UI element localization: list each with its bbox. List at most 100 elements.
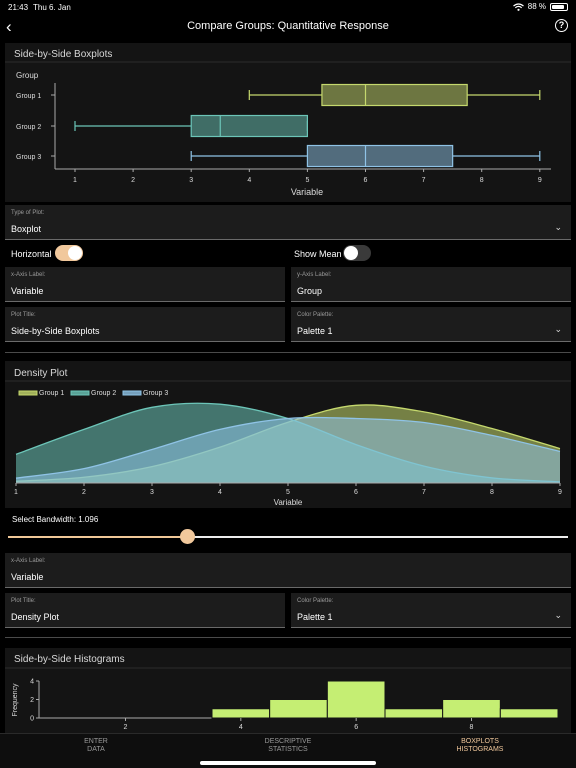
density-x-tick-label: 5 — [286, 489, 290, 496]
chevron-down-icon: ⌄ — [554, 222, 562, 232]
box-color-palette-caption: Color Palette: — [297, 312, 334, 318]
boxplot-x-tick-label: 8 — [480, 177, 484, 184]
density-legend-swatch — [122, 390, 142, 396]
home-indicator — [200, 761, 376, 765]
density-chart: Variable Group 1 Group 2 Group 3 1 2 3 4 5 6 7 8 9 — [5, 380, 571, 507]
box-x-axis-label-caption: x-Axis Label: — [11, 272, 46, 278]
boxplot-x-tick-label: 9 — [538, 177, 542, 184]
density-plot-title-value: Density Plot — [11, 612, 60, 622]
density-line — [15, 416, 561, 479]
box-y-axis-label-field[interactable]: y-Axis Label: Group — [291, 267, 571, 302]
histogram-x-tick-label: 4 — [239, 724, 243, 731]
boxplot-x-tick-label: 4 — [247, 177, 251, 184]
box-plot-title-value: Side-by-Side Boxplots — [11, 326, 100, 336]
tab-boxplots-histograms-line2: HISTOGRAMS — [456, 746, 504, 753]
density-legend-label: Group 1 — [39, 390, 64, 397]
box-plot-title-field[interactable]: Plot Title: Side-by-Side Boxplots — [5, 307, 285, 342]
back-chevron-icon[interactable]: ‹ — [6, 17, 12, 36]
histogram-bar — [326, 680, 386, 719]
battery-percent: 88 % — [527, 2, 546, 11]
tab-enter-data[interactable]: ENTER DATA — [36, 738, 156, 754]
density-legend-swatch — [70, 390, 90, 396]
tab-descriptive-statistics-line2: STATISTICS — [268, 746, 308, 753]
density-x-axis-label-value: Variable — [11, 572, 44, 582]
plot-type-label: Type of Plot: — [11, 210, 45, 216]
density-card-title: Density Plot — [14, 368, 68, 379]
density-plot-title-caption: Plot Title: — [11, 598, 36, 604]
wifi-icon — [512, 2, 524, 11]
page-title: Compare Groups: Quantitative Response — [187, 20, 389, 32]
histogram-x-tick-label: 6 — [354, 724, 358, 731]
histogram-bar — [269, 699, 328, 719]
section-divider — [5, 637, 571, 638]
horizontal-toggle-label: Horizontal — [11, 249, 52, 259]
boxplot-group-label: Group 1 — [16, 93, 41, 100]
box-x-axis-label-field[interactable]: x-Axis Label: Variable — [5, 267, 285, 302]
histogram-card-title: Side-by-Side Histograms — [14, 654, 125, 665]
density-area — [16, 417, 560, 483]
boxplot-legend-title: Group — [16, 71, 39, 80]
status-bar: 21:43 Thu 6. Jan 88 % — [0, 0, 576, 14]
density-color-palette-caption: Color Palette: — [297, 598, 334, 604]
density-legend-label: Group 3 — [143, 390, 168, 397]
density-x-axis-label-caption: x-Axis Label: — [11, 558, 46, 564]
tab-descriptive-statistics[interactable]: DESCRIPTIVE STATISTICS — [228, 738, 348, 754]
show-mean-toggle[interactable] — [343, 245, 371, 261]
density-x-axis-label-field[interactable]: x-Axis Label: Variable — [5, 553, 571, 588]
boxplot-chart: Group Variable 1 2 3 4 5 6 7 8 9 Group 1 Group 2 Gr… — [5, 61, 571, 197]
density-legend-swatch — [18, 390, 38, 396]
density-x-axis-label: Variable — [274, 498, 303, 507]
status-date: Thu 6. Jan — [33, 3, 71, 12]
density-x-tick-label: 2 — [82, 489, 86, 496]
boxplot-box — [190, 114, 308, 138]
box-color-palette-select[interactable]: Color Palette: Palette 1 ⌄ — [291, 307, 571, 342]
histogram-y-tick-label: 0 — [30, 716, 34, 723]
density-x-tick-label: 4 — [218, 489, 222, 496]
boxplot-box — [321, 83, 468, 107]
tab-boxplots-histograms[interactable]: BOXPLOTS HISTOGRAMS — [420, 738, 540, 754]
density-plot-title-field[interactable]: Plot Title: Density Plot — [5, 593, 285, 628]
histogram-x-tick-label: 2 — [124, 724, 128, 731]
chevron-down-icon: ⌄ — [554, 610, 562, 620]
show-mean-toggle-label: Show Mean — [294, 249, 342, 259]
status-right: 88 % — [512, 2, 568, 11]
density-color-palette-select[interactable]: Color Palette: Palette 1 ⌄ — [291, 593, 571, 628]
boxplot-card-title: Side-by-Side Boxplots — [14, 49, 113, 60]
tab-enter-data-line1: ENTER — [84, 738, 108, 745]
histogram-bar — [211, 708, 271, 719]
density-color-palette-value: Palette 1 — [297, 612, 333, 622]
chevron-down-icon: ⌄ — [554, 324, 562, 334]
boxplot-x-tick-label: 3 — [189, 177, 193, 184]
box-x-axis-label-value: Variable — [11, 286, 44, 296]
boxplot-x-tick-label: 2 — [131, 177, 135, 184]
help-icon[interactable]: ? — [555, 19, 568, 32]
tab-descriptive-statistics-line1: DESCRIPTIVE — [264, 738, 312, 745]
horizontal-toggle[interactable] — [55, 245, 83, 261]
histogram-bar — [384, 708, 444, 719]
density-legend-label: Group 2 — [91, 390, 116, 397]
bandwidth-slider[interactable] — [8, 529, 568, 544]
boxplot-box — [306, 144, 454, 168]
boxplot-x-tick-label: 7 — [422, 177, 426, 184]
density-x-tick-label: 9 — [558, 489, 562, 496]
histogram-card: Side-by-Side Histograms Frequency 0 2 4 2 4 6… — [5, 648, 571, 733]
boxplot-x-tick-label: 1 — [73, 177, 77, 184]
histogram-x-tick-label: 8 — [470, 724, 474, 731]
boxplot-group-label: Group 3 — [16, 154, 41, 161]
plot-type-select[interactable]: Type of Plot: Boxplot ⌄ — [5, 205, 571, 240]
box-plot-title-caption: Plot Title: — [11, 312, 36, 318]
battery-icon — [550, 2, 568, 11]
boxplot-card: Side-by-Side Boxplots Group Variable 1 2 3… — [5, 43, 571, 202]
density-x-tick-label: 8 — [490, 489, 494, 496]
tab-enter-data-line2: DATA — [87, 746, 105, 753]
boxplot-group-label: Group 2 — [16, 124, 41, 131]
bandwidth-slider-thumb[interactable] — [180, 529, 196, 544]
plot-type-value: Boxplot — [11, 224, 42, 234]
status-time: 21:43 — [8, 3, 29, 12]
histogram-y-tick-label: 4 — [30, 679, 34, 686]
density-x-tick-label: 6 — [354, 489, 358, 496]
histogram-chart: Frequency 0 2 4 2 4 6 8 — [5, 667, 571, 731]
section-divider — [5, 352, 571, 353]
box-y-axis-label-caption: y-Axis Label: — [297, 272, 332, 278]
boxplot-x-tick-label: 5 — [305, 177, 309, 184]
